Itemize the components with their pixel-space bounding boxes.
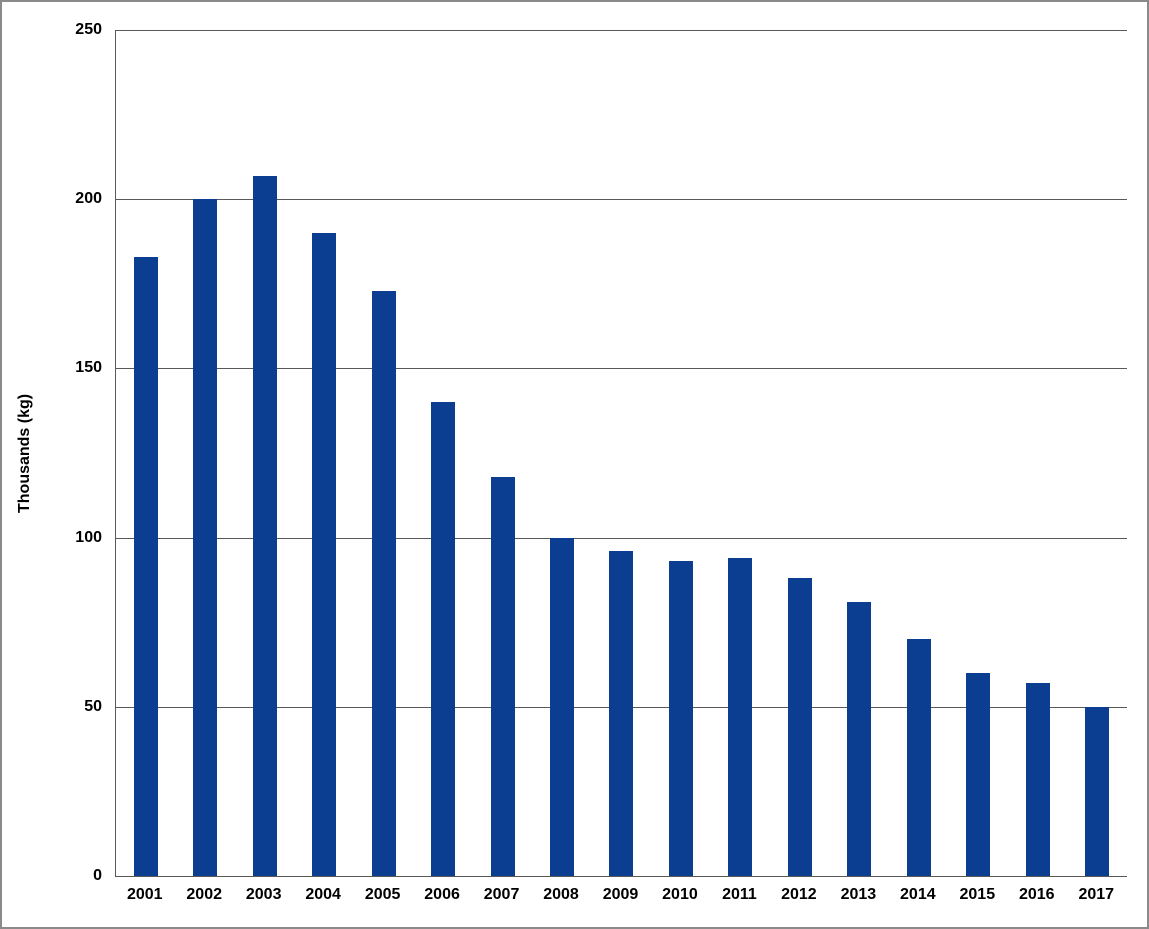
bar-2011: [728, 557, 753, 876]
bar-slot-2013: [830, 30, 889, 876]
bar-2004: [312, 233, 337, 876]
bar-2006: [431, 402, 456, 876]
y-tick-label-250: 250: [75, 21, 102, 38]
x-axis-labels: 2001 2002 2003 2004 2005 2006 2007 2008 2009 2010…: [115, 886, 1126, 904]
bar-slot-2006: [413, 30, 472, 876]
bar-2017: [1085, 706, 1110, 876]
bar-slot-2007: [473, 30, 532, 876]
x-label-2010: 2010: [662, 886, 698, 903]
bar-slot-2001: [116, 30, 175, 876]
bar-2005: [371, 290, 396, 876]
bar-2016: [1025, 683, 1050, 876]
bar-slot-2005: [354, 30, 413, 876]
x-label-2002: 2002: [186, 886, 222, 903]
gridline-200: [116, 199, 1127, 201]
x-label-2011: 2011: [722, 886, 757, 903]
x-label-2015: 2015: [959, 886, 996, 903]
bar-slot-2008: [532, 30, 591, 876]
bar-slot-2012: [770, 30, 829, 876]
bar-slot-2014: [889, 30, 948, 876]
gridline-100: [116, 537, 1127, 539]
bar-2002: [193, 199, 218, 876]
gridline-150: [116, 368, 1127, 370]
x-label-2004: 2004: [305, 886, 341, 903]
x-label-2014: 2014: [900, 886, 936, 903]
plot-area: [115, 30, 1127, 877]
y-tick-label-50: 50: [84, 697, 102, 715]
bar-2001: [133, 256, 158, 876]
bar-2014: [906, 639, 931, 876]
bar-2010: [668, 561, 693, 876]
y-tick-label-0: 0: [93, 867, 102, 884]
bar-2003: [252, 175, 277, 876]
bar-2013: [847, 601, 872, 876]
x-label-2009: 2009: [602, 886, 639, 903]
bar-slot-2003: [235, 30, 294, 876]
gridline-250: [116, 30, 1127, 31]
x-label-2007: 2007: [483, 886, 520, 903]
x-label-2017: 2017: [1078, 886, 1115, 903]
y-tick-label-100: 100: [75, 528, 102, 546]
x-label-2001: 2001: [126, 886, 163, 903]
x-label-2003: 2003: [245, 886, 282, 903]
x-label-2016: 2016: [1018, 886, 1055, 903]
y-axis-tick-labels: 0 50 100 150 200 250: [2, 21, 102, 884]
bar-slot-2015: [949, 30, 1008, 876]
bar-2015: [966, 672, 991, 876]
bar-slot-2010: [651, 30, 710, 876]
bar-slot-2017: [1068, 30, 1127, 876]
bar-2008: [550, 537, 575, 876]
x-label-2012: 2012: [781, 886, 817, 903]
x-label-2013: 2013: [840, 886, 877, 903]
bar-slot-2002: [175, 30, 234, 876]
x-label-2005: 2005: [364, 886, 401, 903]
x-label-2006: 2006: [424, 886, 460, 903]
bar-slot-2009: [592, 30, 651, 876]
x-label-2008: 2008: [543, 886, 579, 903]
bar-2012: [787, 578, 812, 876]
bar-slot-2016: [1008, 30, 1067, 876]
bar-series: [116, 30, 1127, 876]
bar-2007: [490, 476, 515, 876]
bar-slot-2004: [294, 30, 353, 876]
y-tick-label-200: 200: [75, 190, 102, 208]
y-tick-label-150: 150: [75, 359, 102, 377]
bar-slot-2011: [711, 30, 770, 876]
bar-2009: [609, 551, 634, 876]
